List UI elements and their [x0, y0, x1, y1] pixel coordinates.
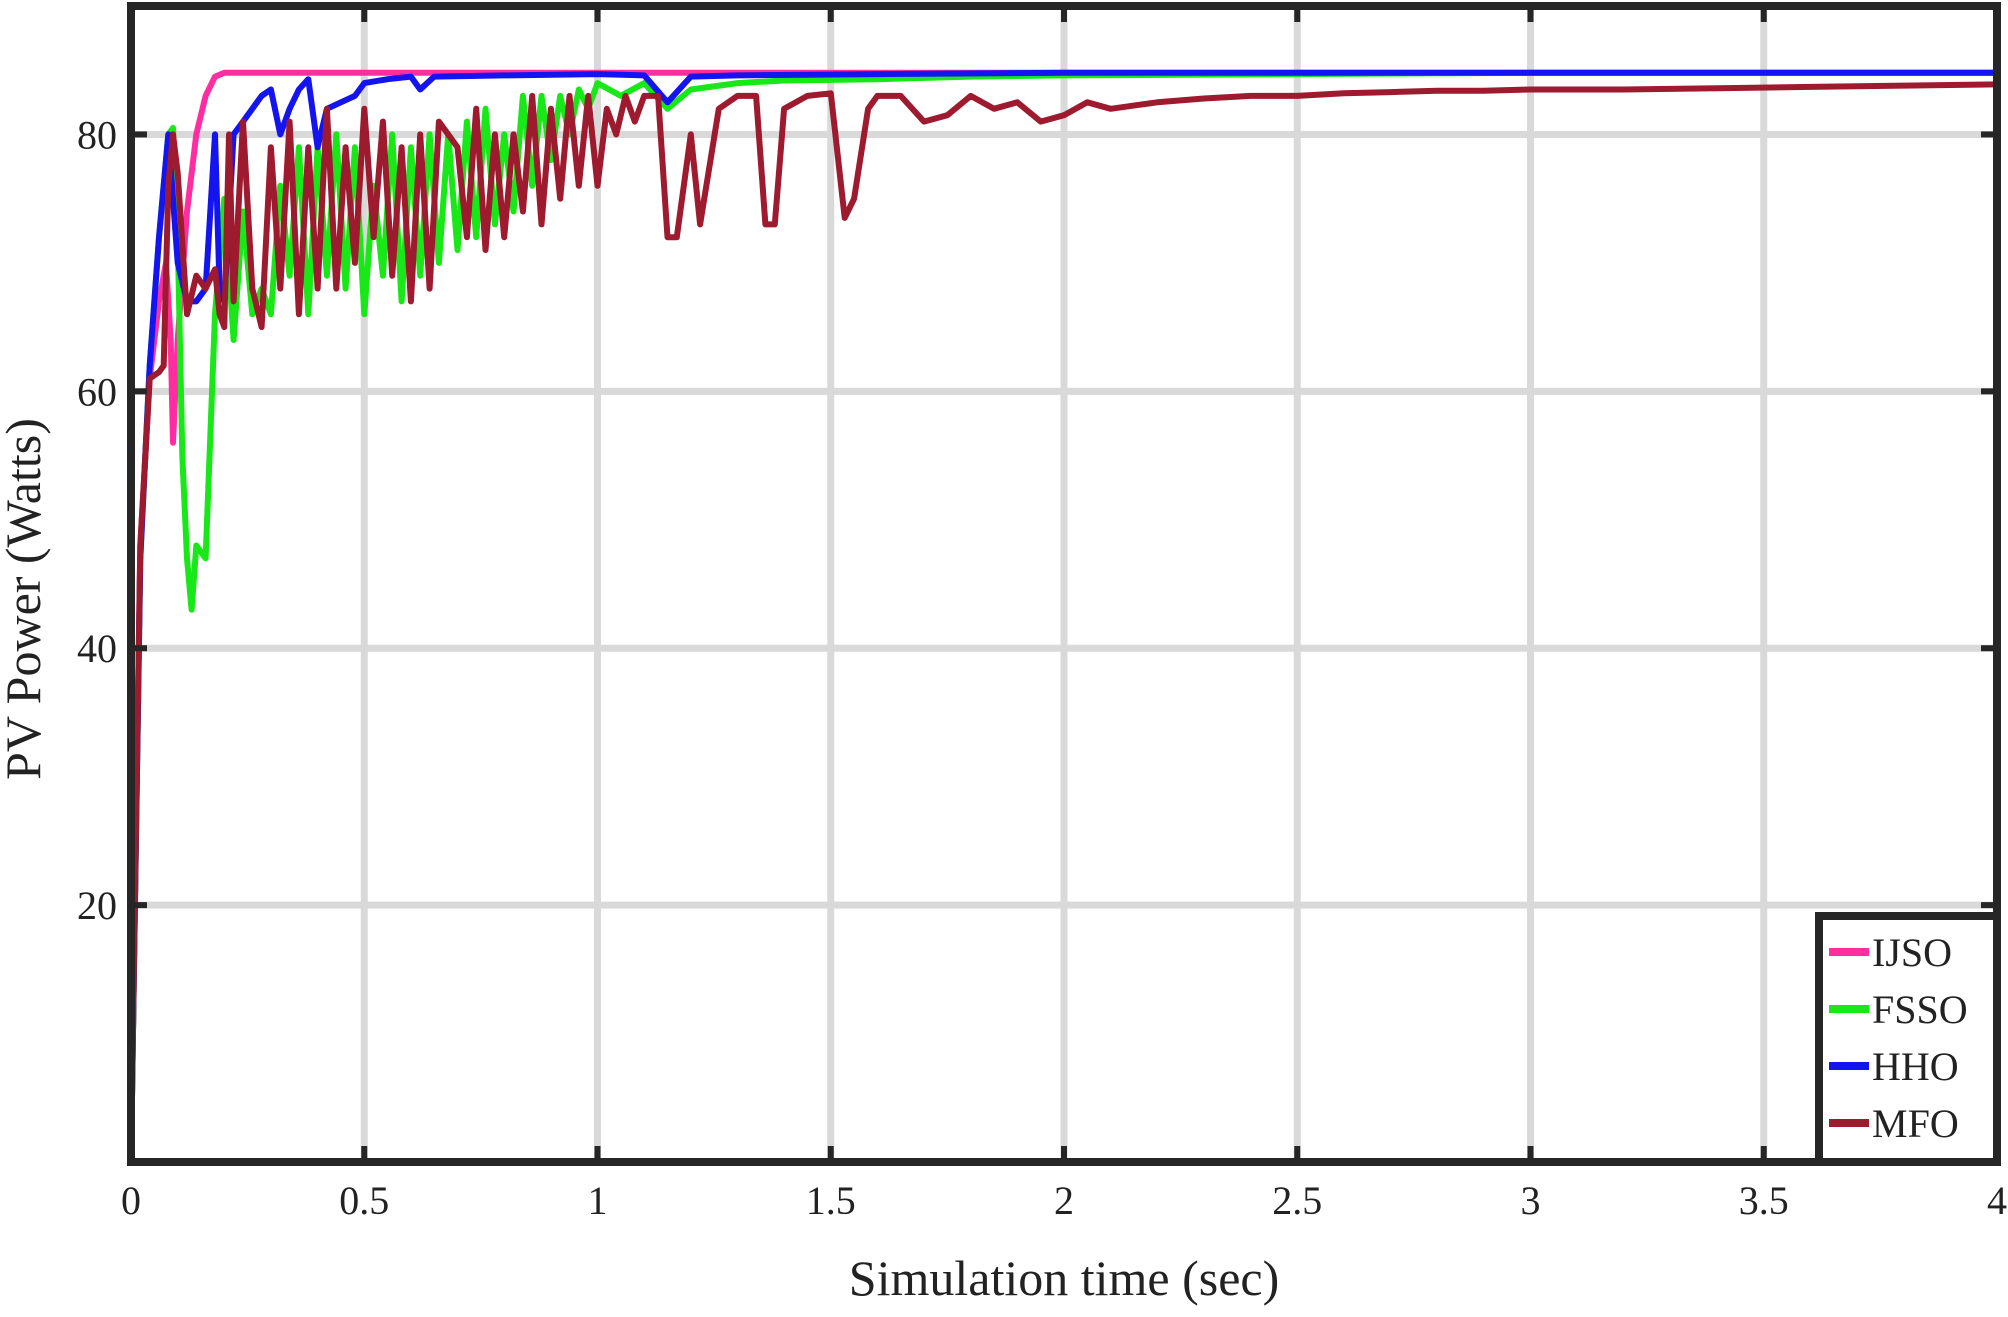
ticks-layer: 0 0.5 1 1.5 2 2.5 3 3.5 4 20 40 60 80	[77, 6, 2007, 1223]
y-tick-label: 80	[77, 112, 117, 157]
legend-label-ijso: IJSO	[1872, 930, 1952, 975]
x-tick-label: 1	[588, 1178, 608, 1223]
legend-label-fsso: FSSO	[1872, 987, 1968, 1032]
y-tick-label: 20	[77, 883, 117, 928]
y-tick-label: 40	[77, 626, 117, 671]
legend-label-hho: HHO	[1872, 1044, 1959, 1089]
x-tick-label: 0.5	[339, 1178, 389, 1223]
grid-layer	[131, 6, 1997, 1162]
x-tick-label: 1.5	[806, 1178, 856, 1223]
x-tick-label: 2	[1054, 1178, 1074, 1223]
y-axis-label: PV Power (Watts)	[0, 418, 51, 780]
y-tick-label: 60	[77, 369, 117, 414]
x-axis-label: Simulation time (sec)	[849, 1250, 1279, 1306]
x-tick-label: 0	[121, 1178, 141, 1223]
x-tick-label: 2.5	[1272, 1178, 1322, 1223]
x-tick-label: 4	[1987, 1178, 2007, 1223]
legend: IJSO FSSO HHO MFO	[1815, 912, 2001, 1166]
x-tick-label: 3	[1521, 1178, 1541, 1223]
x-tick-label: 3.5	[1739, 1178, 1789, 1223]
legend-label-mfo: MFO	[1872, 1101, 1959, 1146]
series-layer	[128, 69, 2000, 1165]
series-line-mfo	[128, 81, 2000, 1165]
